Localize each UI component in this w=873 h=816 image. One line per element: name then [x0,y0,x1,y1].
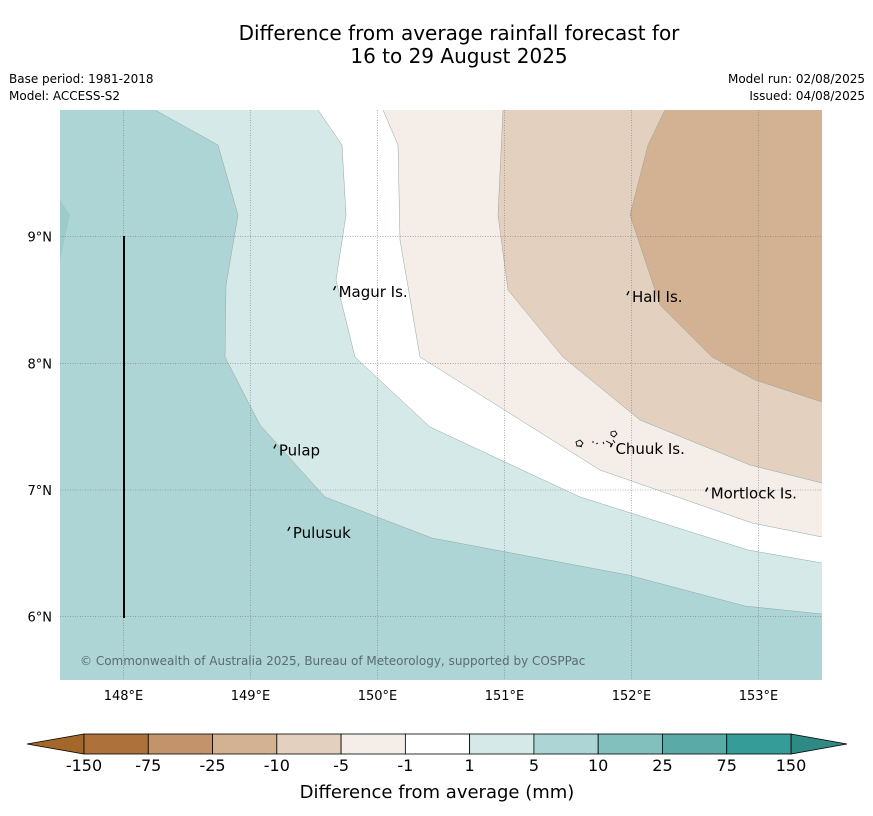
colorbar-tick-label: -5 [333,756,349,775]
lon-tick-label: 152°E [612,689,652,704]
axis-tick-labels: 148°E 149°E 150°E 151°E 152°E 153°E 9°N 8°N 7°N 6… [28,231,779,704]
lon-tick-label: 148°E [104,689,144,704]
colorbar-swatch [469,733,535,755]
colorbar-swatch [597,733,663,755]
base-period-text: Base period: 1981-2018 [9,72,154,86]
lat-tick-label: 9°N [28,231,53,246]
colorbar-swatch [662,733,728,755]
region-dry-10-25 [630,110,822,402]
colorbar-tick-label: -1 [397,756,413,775]
island-marker [273,444,277,449]
graticule [60,110,822,680]
colorbar-tick-label: 5 [529,756,539,775]
colorbar-swatch [212,733,278,755]
base-info: Base period: 1981-2018 Model: ACCESS-S2 [9,71,154,105]
colorbar-tick-label: 10 [588,756,608,775]
colorbar-swatch [147,733,213,755]
copyright-text: © Commonwealth of Australia 2025, Bureau… [80,654,585,668]
colorbar-tick-label: 25 [652,756,672,775]
place-label: Pulap [279,441,320,459]
issued-text: Issued: 04/08/2025 [749,89,865,103]
colorbar-swatch [340,733,406,755]
colorbar-under-arrow [26,733,85,755]
contour-lines [154,110,822,615]
colorbar-swatch [276,733,342,755]
colorbar-tick-label: 150 [776,756,807,775]
place-label: Magur Is. [339,283,408,301]
colorbar: -150 -75 -25 -10 -5 -1 1 5 10 25 75 150 Difference f… [26,733,848,803]
island-marker [705,487,709,492]
colorbar-tick-label: 1 [465,756,475,775]
colorbar-tick-label: -25 [199,756,225,775]
colorbar-swatch [83,733,149,755]
lat-tick-label: 7°N [28,484,53,499]
place-label: Mortlock Is. [711,485,797,503]
colorbar-over-arrow [790,733,848,755]
colorbar-tick-label: -150 [66,756,102,775]
place-label: Hall Is. [632,288,683,306]
lon-tick-label: 151°E [485,689,525,704]
place-label: Pulusuk [293,524,351,542]
lat-tick-label: 8°N [28,357,53,372]
model-run-text: Model run: 02/08/2025 [727,72,865,86]
place-label: Chuuk Is. [615,440,684,458]
place-labels: Magur Is. Hall Is. Pulap Chuuk Is. Mortlock … [273,283,797,542]
island-marker [626,290,630,296]
chuuk-lagoon-islands [575,430,618,448]
title-line-2: 16 to 29 August 2025 [350,44,568,68]
lon-tick-label: 149°E [231,689,271,704]
map-area: Magur Is. Hall Is. Pulap Chuuk Is. Mortlock … [60,110,822,680]
model-text: Model: ACCESS-S2 [9,89,121,103]
colorbar-swatch [726,733,792,755]
title-line-1: Difference from average rainfall forecas… [238,21,680,45]
lon-tick-label: 153°E [739,689,779,704]
island-marker [332,285,337,291]
colorbar-tick-label: -10 [264,756,290,775]
island-marker [287,526,291,532]
colorbar-tick-label: -75 [135,756,161,775]
region-wet-10-25 [60,200,70,260]
map-title: Difference from average rainfall forecas… [0,22,873,68]
colorbar-tick-label: 75 [717,756,737,775]
colorbar-swatch [404,733,471,755]
colorbar-title: Difference from average (mm) [300,782,575,803]
run-info: Model run: 02/08/2025 Issued: 04/08/2025 [728,71,865,105]
lat-tick-label: 6°N [28,611,53,626]
lon-tick-label: 150°E [358,689,398,704]
colorbar-swatch [533,733,599,755]
